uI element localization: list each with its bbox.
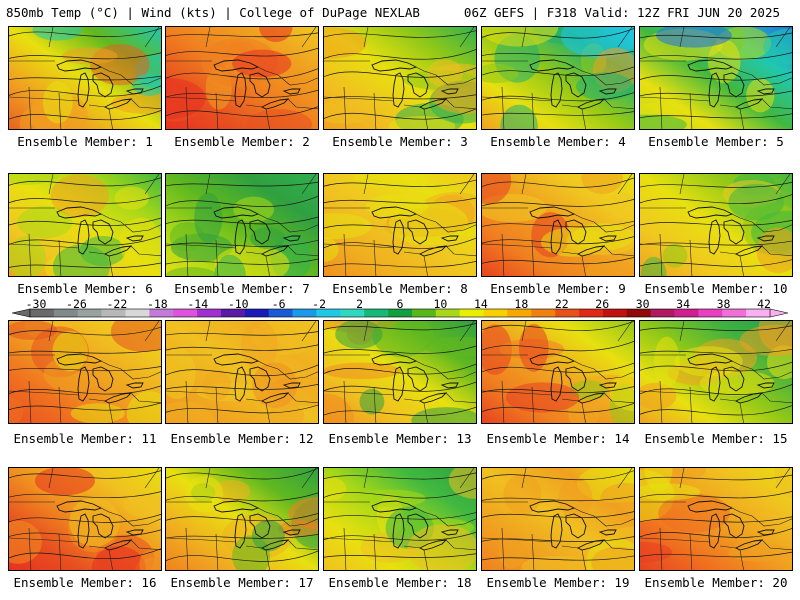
colorbar-swatch <box>507 309 532 317</box>
colorbar-swatch <box>292 309 317 317</box>
colorbar-swatch <box>483 309 508 317</box>
colorbar-tick-label: 42 <box>757 297 771 311</box>
ensemble-member-map <box>639 173 793 277</box>
colorbar-tick-label: 10 <box>433 297 448 311</box>
valid-time-title: 06Z GEFS | F318 Valid: 12Z FRI JUN 20 20… <box>463 5 780 20</box>
colorbar-swatch <box>650 309 675 317</box>
colorbar-swatch <box>746 309 771 317</box>
ensemble-member-label: Ensemble Member: 1 <box>17 134 153 149</box>
ensemble-member-label: Ensemble Member: 19 <box>486 575 630 590</box>
colorbar-swatch <box>674 309 699 317</box>
colorbar-swatch <box>435 309 460 317</box>
colorbar-swatch <box>316 309 341 317</box>
ensemble-member-label: Ensemble Member: 8 <box>332 281 468 296</box>
ensemble-member-label: Ensemble Member: 3 <box>332 134 468 149</box>
colorbar-swatch <box>411 309 437 317</box>
ensemble-member-map <box>8 320 162 424</box>
colorbar-swatch <box>579 309 604 317</box>
colorbar-tick-label: -14 <box>187 297 209 311</box>
colorbar-swatch <box>340 309 365 317</box>
ensemble-member-map <box>165 173 319 277</box>
ensemble-member-label: Ensemble Member: 15 <box>644 431 788 446</box>
ensemble-member-label: Ensemble Member: 20 <box>644 575 788 590</box>
ensemble-member-map <box>481 173 635 277</box>
ensemble-member-label: Ensemble Member: 18 <box>328 575 472 590</box>
ensemble-member-map <box>323 467 477 571</box>
colorbar-tick-label: -6 <box>271 297 286 311</box>
colorbar-swatch <box>30 309 55 317</box>
colorbar-swatch <box>602 309 628 317</box>
ensemble-member-label: Ensemble Member: 2 <box>174 134 310 149</box>
colorbar-tick-label: 6 <box>396 297 404 311</box>
colorbar-tick-label: 26 <box>595 297 610 311</box>
ensemble-member-map <box>165 320 319 424</box>
colorbar-swatch <box>364 309 389 317</box>
ensemble-member-map <box>8 467 162 571</box>
colorbar-swatch <box>220 309 246 317</box>
ensemble-member-map <box>481 320 635 424</box>
colorbar-tick-label: 30 <box>635 297 650 311</box>
colorbar-swatch <box>149 309 174 317</box>
ensemble-member-map <box>323 173 477 277</box>
ensemble-member-label: Ensemble Member: 9 <box>490 281 626 296</box>
colorbar-tick-label: 34 <box>676 297 691 311</box>
colorbar-tick-label: 22 <box>554 297 569 311</box>
ensemble-member-label: Ensemble Member: 5 <box>648 134 784 149</box>
ensemble-member-label: Ensemble Member: 11 <box>13 431 157 446</box>
ensemble-member-label: Ensemble Member: 6 <box>17 281 153 296</box>
colorbar-tick-label: 18 <box>514 297 529 311</box>
ensemble-member-map <box>165 467 319 571</box>
map-title: 850mb Temp (°C) | Wind (kts) | College o… <box>6 5 420 20</box>
colorbar-swatch <box>197 309 222 317</box>
ensemble-member-label: Ensemble Member: 14 <box>486 431 630 446</box>
ensemble-member-label: Ensemble Member: 12 <box>170 431 314 446</box>
colorbar-swatch <box>698 309 723 317</box>
ensemble-member-map <box>481 26 635 130</box>
ensemble-member-label: Ensemble Member: 17 <box>170 575 314 590</box>
colorbar-swatch <box>101 309 126 317</box>
colorbar-swatch <box>125 309 150 317</box>
ensemble-member-label: Ensemble Member: 10 <box>644 281 788 296</box>
ensemble-member-label: Ensemble Member: 7 <box>174 281 310 296</box>
ensemble-member-label: Ensemble Member: 13 <box>328 431 472 446</box>
ensemble-member-map <box>639 467 793 571</box>
colorbar-tick-label: 38 <box>716 297 731 311</box>
ensemble-member-map <box>481 467 635 571</box>
colorbar-swatch <box>388 309 413 317</box>
ensemble-member-label: Ensemble Member: 4 <box>490 134 626 149</box>
colorbar-swatch <box>173 309 198 317</box>
colorbar-swatch <box>626 309 651 317</box>
colorbar-tick-label: -30 <box>25 297 47 311</box>
colorbar-tick-label: -2 <box>312 297 327 311</box>
temperature-colorbar <box>11 308 789 318</box>
ensemble-member-map <box>323 320 477 424</box>
ensemble-member-map <box>8 173 162 277</box>
ensemble-member-map <box>639 320 793 424</box>
colorbar-swatch <box>722 309 747 317</box>
colorbar-swatch <box>555 309 580 317</box>
colorbar-swatch <box>77 309 102 317</box>
colorbar-tick-label: -22 <box>106 297 128 311</box>
colorbar-swatch <box>459 309 484 317</box>
ensemble-member-map <box>639 26 793 130</box>
colorbar-swatch <box>53 309 79 317</box>
colorbar-swatch <box>531 309 556 317</box>
ensemble-member-label: Ensemble Member: 16 <box>13 575 157 590</box>
ensemble-member-map <box>323 26 477 130</box>
colorbar-tick-label: 2 <box>356 297 364 311</box>
colorbar-max-arrow <box>769 308 789 318</box>
ensemble-member-map <box>8 26 162 130</box>
ensemble-member-map <box>165 26 319 130</box>
colorbar-tick-label: -26 <box>66 297 87 311</box>
colorbar-tick-label: -18 <box>146 297 168 311</box>
colorbar-tick-label: 14 <box>473 297 488 311</box>
colorbar-swatch <box>244 309 270 317</box>
colorbar-swatch <box>268 309 293 317</box>
colorbar-tick-label: -10 <box>227 297 249 311</box>
